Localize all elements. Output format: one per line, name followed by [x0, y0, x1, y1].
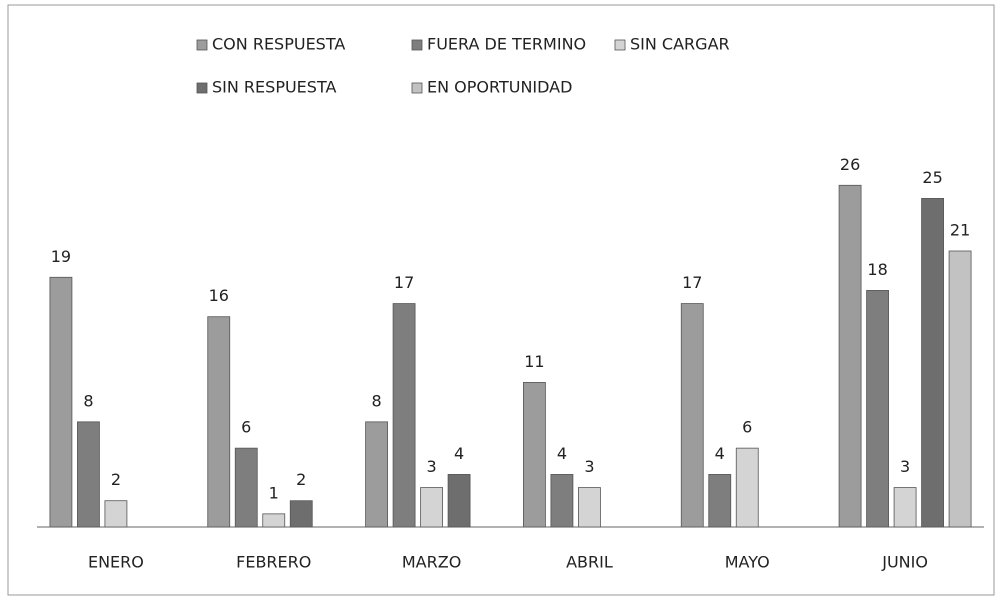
legend-label: SIN RESPUESTA	[212, 78, 336, 97]
data-label: 17	[394, 273, 414, 292]
data-label: 26	[840, 155, 860, 174]
legend-swatch	[411, 39, 423, 51]
bar	[262, 513, 286, 528]
data-label: 8	[83, 391, 93, 410]
bar	[866, 290, 889, 528]
bar	[838, 184, 862, 528]
bar	[708, 474, 732, 528]
legend-swatch	[196, 39, 208, 51]
legend-swatch	[411, 82, 423, 94]
data-label: 4	[454, 444, 464, 463]
x-tick-label: MAYO	[725, 553, 770, 572]
bar	[420, 487, 443, 528]
data-label: 8	[371, 391, 381, 410]
x-tick-label: ABRIL	[566, 553, 613, 572]
bar	[893, 487, 917, 528]
data-label: 18	[867, 260, 887, 279]
bar	[550, 474, 574, 528]
bar	[578, 487, 601, 528]
data-label: 1	[269, 483, 279, 502]
data-label: 16	[209, 286, 229, 305]
data-label: 4	[557, 444, 567, 463]
x-tick-label: FEBRERO	[236, 553, 311, 572]
bar	[735, 447, 759, 528]
bar	[234, 447, 258, 528]
data-label: 3	[900, 457, 910, 476]
legend-label: FUERA DE TERMINO	[427, 35, 586, 54]
bar	[392, 303, 416, 528]
legend-label: SIN CARGAR	[630, 35, 730, 54]
data-label: 11	[524, 352, 544, 371]
bar	[104, 500, 128, 528]
bar	[49, 276, 73, 528]
data-label: 6	[742, 418, 752, 437]
bar	[365, 421, 388, 528]
bar	[921, 198, 944, 528]
legend-swatch	[196, 82, 208, 94]
data-label: 3	[584, 457, 594, 476]
data-label: 2	[296, 470, 306, 489]
bar	[289, 500, 313, 528]
bar	[447, 474, 471, 528]
data-label: 17	[682, 273, 702, 292]
data-label: 4	[715, 444, 725, 463]
x-tick-label: JUNIO	[881, 553, 928, 572]
legend-label: EN OPORTUNIDAD	[427, 78, 572, 97]
data-label: 2	[111, 470, 121, 489]
bar	[207, 316, 231, 528]
bar	[77, 421, 100, 528]
bar	[523, 382, 546, 528]
data-label: 3	[426, 457, 436, 476]
data-label: 6	[241, 418, 251, 437]
legend-swatch	[614, 39, 626, 51]
chart-border	[7, 4, 995, 596]
bar	[680, 303, 704, 528]
bar	[948, 250, 972, 528]
legend-label: CON RESPUESTA	[212, 35, 345, 54]
data-label: 25	[922, 168, 942, 187]
data-label: 19	[51, 247, 71, 266]
data-label: 21	[950, 221, 970, 240]
x-tick-label: MARZO	[402, 553, 461, 572]
x-tick-label: ENERO	[88, 553, 144, 572]
